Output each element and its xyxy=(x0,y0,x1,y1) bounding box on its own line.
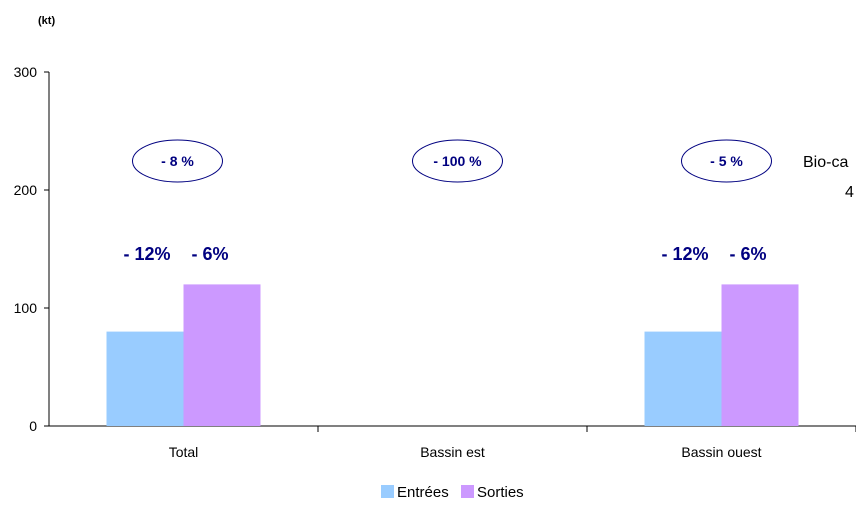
variation-label: - 5 % xyxy=(710,153,743,169)
x-tick-label: Bassin est xyxy=(420,444,485,460)
y-tick-label: 300 xyxy=(14,64,38,80)
legend-swatch xyxy=(381,485,394,498)
y-tick-label: 200 xyxy=(14,182,38,198)
bar-pct-label-entrees: - 12% xyxy=(123,244,170,264)
legend-label: Sorties xyxy=(477,484,524,501)
unit-label: (kt) xyxy=(38,15,55,27)
variation-ellipse xyxy=(132,139,223,183)
side-note-line1: Bio-ca xyxy=(803,154,848,171)
bar-sorties xyxy=(183,284,261,426)
bar-pct-label-sorties: - 6% xyxy=(729,244,766,264)
bar-entrees xyxy=(106,331,184,426)
bar-entrees xyxy=(644,331,722,426)
y-tick-label: 0 xyxy=(29,418,37,434)
bar-sorties xyxy=(721,284,799,426)
legend: Entrées Sorties xyxy=(381,484,524,501)
y-tick-label: 100 xyxy=(14,300,38,316)
side-note-line2: 4 xyxy=(845,184,854,201)
legend-swatch xyxy=(461,485,474,498)
x-tick-label: Bassin ouest xyxy=(681,444,761,460)
variation-ellipse xyxy=(681,139,772,183)
variation-ellipse xyxy=(412,139,503,183)
bar-pct-label-entrees: - 12% xyxy=(661,244,708,264)
annotations: - 12% - 6% - 12% - 6% - 8 % - 100 % - 5 % Bio-c… xyxy=(123,139,854,264)
variation-label: - 100 % xyxy=(433,153,482,169)
variation-label: - 8 % xyxy=(161,153,194,169)
bars xyxy=(106,284,799,426)
x-tick-label: Total xyxy=(169,444,199,460)
legend-label: Entrées xyxy=(397,484,449,501)
bar-pct-label-sorties: - 6% xyxy=(191,244,228,264)
